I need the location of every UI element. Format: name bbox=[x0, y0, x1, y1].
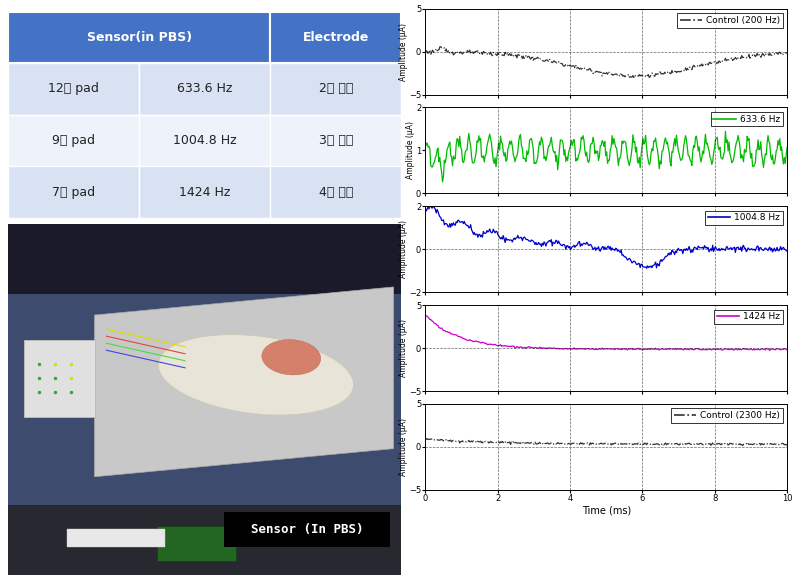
FancyBboxPatch shape bbox=[224, 512, 390, 547]
FancyBboxPatch shape bbox=[270, 166, 401, 218]
Text: 12번 pad: 12번 pad bbox=[48, 83, 99, 95]
Legend: 1424 Hz: 1424 Hz bbox=[714, 310, 782, 324]
Y-axis label: Amplitude (μA): Amplitude (μA) bbox=[398, 220, 408, 278]
FancyBboxPatch shape bbox=[24, 340, 95, 417]
Y-axis label: Amplitude (μA): Amplitude (μA) bbox=[398, 319, 408, 377]
Text: 1004.8 Hz: 1004.8 Hz bbox=[173, 134, 237, 147]
FancyBboxPatch shape bbox=[8, 294, 401, 547]
Text: 7번 pad: 7번 pad bbox=[52, 185, 95, 199]
Text: Sensor (In PBS): Sensor (In PBS) bbox=[250, 523, 363, 536]
FancyBboxPatch shape bbox=[67, 529, 165, 547]
FancyBboxPatch shape bbox=[8, 63, 139, 115]
Legend: Control (200 Hz): Control (200 Hz) bbox=[677, 13, 782, 28]
FancyBboxPatch shape bbox=[139, 166, 270, 218]
Text: 633.6 Hz: 633.6 Hz bbox=[177, 83, 232, 95]
FancyBboxPatch shape bbox=[270, 115, 401, 166]
FancyBboxPatch shape bbox=[139, 63, 270, 115]
Text: 1424 Hz: 1424 Hz bbox=[179, 185, 231, 199]
Legend: Control (2300 Hz): Control (2300 Hz) bbox=[671, 408, 782, 423]
Text: Sensor(in PBS): Sensor(in PBS) bbox=[87, 31, 192, 44]
FancyBboxPatch shape bbox=[270, 63, 401, 115]
Ellipse shape bbox=[158, 335, 354, 415]
Text: 4번 전극: 4번 전극 bbox=[319, 185, 353, 199]
Ellipse shape bbox=[262, 340, 320, 375]
Y-axis label: Amplitude (μA): Amplitude (μA) bbox=[405, 121, 414, 180]
FancyBboxPatch shape bbox=[8, 12, 270, 63]
Legend: 633.6 Hz: 633.6 Hz bbox=[711, 112, 782, 127]
Y-axis label: Amplitude (μA): Amplitude (μA) bbox=[398, 23, 408, 81]
Polygon shape bbox=[95, 287, 394, 477]
FancyBboxPatch shape bbox=[270, 12, 401, 63]
FancyBboxPatch shape bbox=[8, 505, 401, 575]
FancyBboxPatch shape bbox=[8, 115, 139, 166]
Text: Electrode: Electrode bbox=[303, 31, 369, 44]
Legend: 1004.8 Hz: 1004.8 Hz bbox=[705, 211, 782, 225]
FancyBboxPatch shape bbox=[8, 166, 139, 218]
Text: 2번 전극: 2번 전극 bbox=[319, 83, 353, 95]
FancyBboxPatch shape bbox=[139, 115, 270, 166]
X-axis label: Time (ms): Time (ms) bbox=[582, 505, 630, 516]
Y-axis label: Amplitude (μA): Amplitude (μA) bbox=[398, 418, 408, 476]
Text: 3번 전극: 3번 전극 bbox=[319, 134, 353, 147]
Text: 9번 pad: 9번 pad bbox=[52, 134, 95, 147]
FancyBboxPatch shape bbox=[157, 526, 236, 561]
FancyBboxPatch shape bbox=[8, 224, 401, 575]
